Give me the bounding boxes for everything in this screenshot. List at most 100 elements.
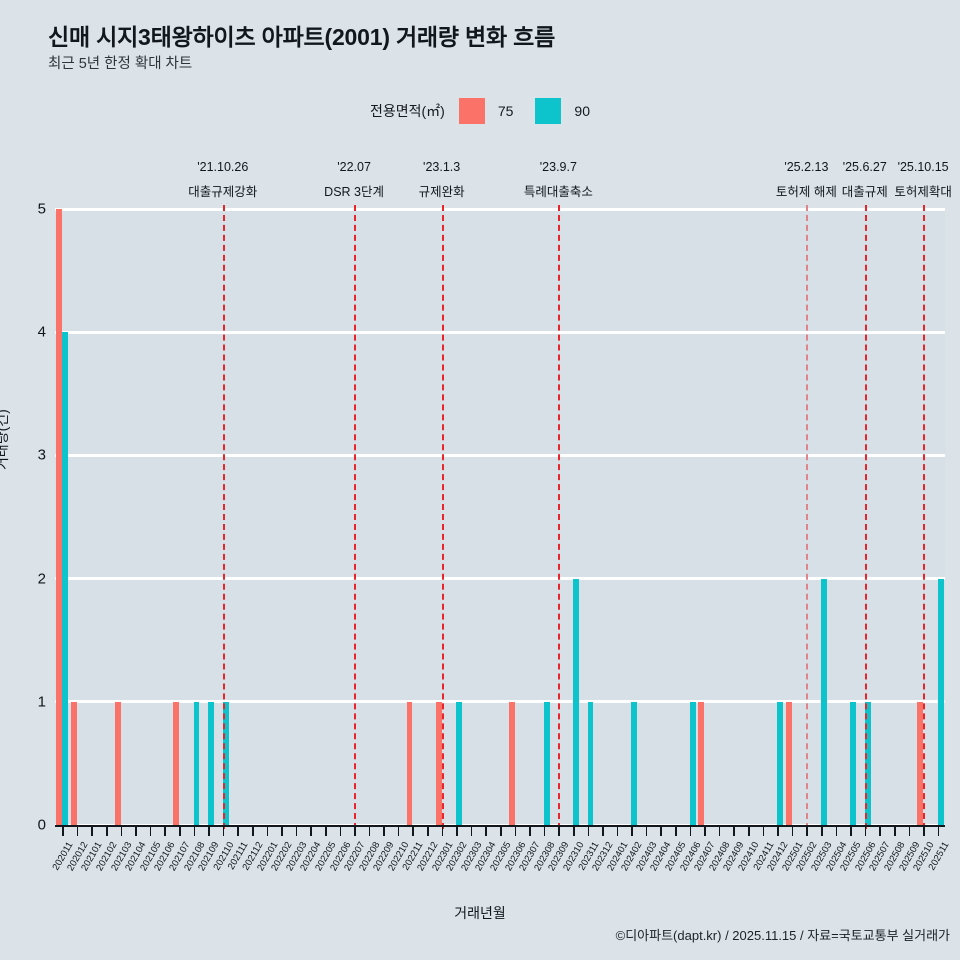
bar-90-202302[interactable] [456, 701, 463, 825]
x-tick [908, 827, 911, 836]
x-tick [616, 827, 619, 836]
x-tick [91, 827, 94, 836]
event-line-202207 [354, 205, 357, 829]
event-date-202510: '25.10.15 [897, 160, 949, 174]
event-date-202502: '25.2.13 [784, 160, 829, 174]
bar-75-202011[interactable] [56, 209, 63, 825]
legend-title: 전용면적(㎡) [369, 103, 445, 119]
bar-75-202501[interactable] [785, 701, 792, 825]
x-tick [441, 827, 444, 836]
event-date-202110: '21.10.26 [197, 160, 249, 174]
x-tick [412, 827, 415, 836]
bar-90-202109[interactable] [208, 701, 215, 825]
bar-75-202107[interactable] [173, 701, 179, 825]
page-subtitle: 최근 5년 한정 확대 차트 [48, 56, 193, 72]
x-tick [368, 827, 371, 836]
x-tick [733, 827, 736, 836]
x-tick [675, 827, 677, 836]
gridline [55, 700, 945, 704]
x-tick [864, 827, 867, 836]
y-tick-label: 0 [37, 816, 46, 834]
plot-area [55, 207, 945, 827]
bar-90-202308[interactable] [543, 701, 550, 825]
bar-75-202306[interactable] [508, 701, 515, 825]
x-tick [602, 827, 604, 836]
event-line-202510 [923, 205, 926, 829]
x-tick [587, 827, 590, 836]
bar-90-202108[interactable] [193, 701, 200, 825]
x-tick [937, 827, 940, 836]
gridline [55, 330, 945, 334]
bar-90-202402[interactable] [631, 701, 638, 825]
bar-75-202407[interactable] [698, 701, 705, 825]
legend-swatch-90 [535, 98, 562, 124]
bar-90-202310[interactable] [572, 578, 579, 825]
x-tick [237, 827, 239, 836]
bar-90-202505[interactable] [850, 701, 856, 825]
x-tick [645, 827, 648, 836]
bar-90-202110[interactable] [222, 701, 229, 825]
x-tick [281, 827, 283, 836]
event-line-202309 [558, 205, 561, 829]
page-title: 신매 시지3태왕하이츠 아파트(2001) 거래량 변화 흐름 [48, 24, 556, 50]
bar-90-202511[interactable] [937, 578, 944, 825]
event-name-202110: 대출규제강화 [188, 185, 258, 199]
bar-75-202211[interactable] [406, 701, 413, 825]
x-tick [324, 827, 327, 836]
bar-90-202011[interactable] [62, 332, 69, 825]
x-tick [339, 827, 342, 836]
event-line-202506 [864, 205, 867, 829]
x-tick [485, 827, 487, 836]
x-tick [456, 827, 458, 836]
event-name-202301: 규제완화 [418, 185, 465, 199]
y-tick-label: 5 [37, 200, 46, 218]
x-tick [879, 827, 881, 836]
bar-90-202506[interactable] [864, 701, 871, 825]
x-tick [295, 827, 298, 836]
x-tick [543, 827, 546, 836]
legend-item-75[interactable]: 75 [458, 98, 513, 124]
x-tick [748, 827, 750, 836]
x-tick [76, 827, 79, 836]
legend-swatch-75 [458, 98, 485, 124]
bar-90-202406[interactable] [689, 701, 696, 825]
x-tick [572, 827, 575, 836]
legend-item-90[interactable]: 90 [535, 98, 590, 124]
bar-75-202103[interactable] [114, 701, 121, 825]
event-name-202510: 토허제확대 [894, 185, 952, 199]
x-tick [208, 827, 210, 836]
x-tick [500, 827, 502, 836]
x-tick [704, 827, 706, 836]
bar-90-202412[interactable] [777, 701, 784, 825]
x-tick [164, 827, 167, 836]
x-tick [251, 827, 254, 836]
x-tick [149, 827, 152, 836]
chart-legend: 전용면적(㎡) 75 90 [0, 98, 960, 124]
x-tick [791, 827, 794, 836]
gridline [55, 453, 945, 457]
bar-90-202311[interactable] [587, 701, 594, 825]
footer-credit: ©디아파트(dapt.kr) / 2025.11.15 / 자료=국토교통부 실… [615, 928, 950, 943]
x-tick [558, 827, 560, 836]
y-tick-label: 4 [37, 323, 46, 341]
x-tick [179, 827, 181, 836]
x-axis-title: 거래년월 [454, 905, 506, 921]
bar-75-202510[interactable] [917, 701, 924, 825]
x-tick [777, 827, 779, 836]
event-name-202502: 토허제 해제 [775, 185, 837, 199]
x-tick [222, 827, 225, 836]
x-tick [193, 827, 196, 836]
x-tick [850, 827, 852, 836]
event-line-202110 [222, 205, 225, 829]
x-tick [135, 827, 137, 836]
bar-90-202503[interactable] [820, 578, 827, 825]
bar-75-202301[interactable] [435, 701, 442, 825]
event-date-202207: '22.07 [337, 160, 371, 174]
bar-75-202012[interactable] [71, 701, 77, 825]
x-tick [923, 827, 925, 836]
event-line-202301 [441, 205, 444, 829]
y-tick-label: 3 [37, 446, 46, 464]
gridline [55, 207, 945, 211]
event-date-202309: '23.9.7 [539, 160, 577, 174]
